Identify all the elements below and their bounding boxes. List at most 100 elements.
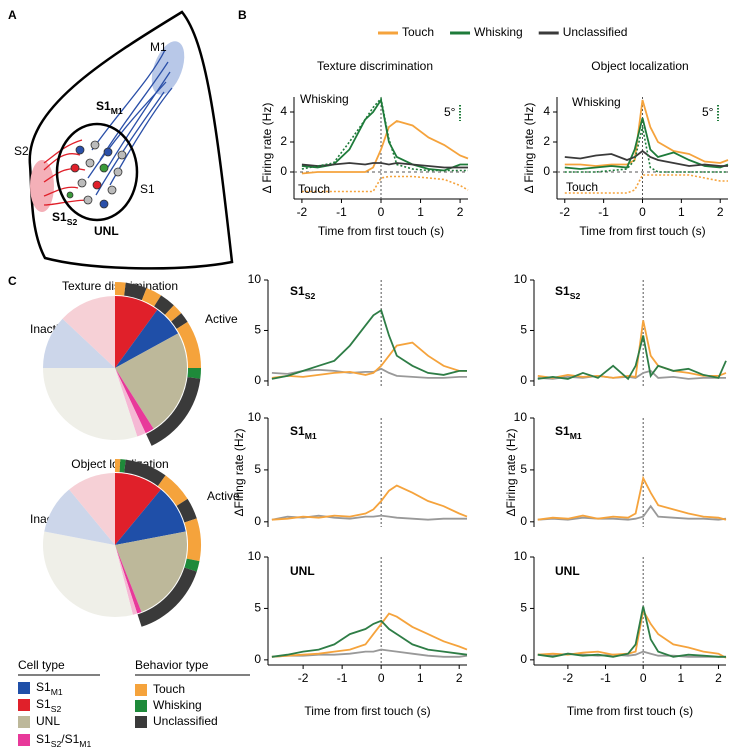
y-tick-label: 5 [254, 601, 261, 615]
behavior-ring-segment [176, 321, 201, 368]
y-axis-label: Δ Firing rate (Hz) [522, 103, 536, 194]
active-label: Active [205, 312, 238, 326]
behavior-ring-segment [176, 498, 197, 523]
x-axis-label: Time from first touch (s) [567, 704, 693, 718]
subscript: M1 [570, 431, 582, 441]
behavior-ring-segment [124, 459, 166, 486]
series-line [271, 484, 468, 521]
chart-label: S1M1 [290, 424, 317, 441]
y-tick-label: 2 [280, 134, 287, 148]
region-label: S1S2 [52, 210, 77, 227]
region-label: S1M1 [96, 99, 123, 116]
y-tick-label: 5 [520, 601, 527, 615]
text-part: UNL [94, 224, 119, 238]
chart-label: S1S2 [290, 284, 315, 301]
x-axis-label: Time from first touch (s) [304, 704, 430, 718]
subscript: M1 [79, 739, 91, 749]
panel-label: C [8, 274, 17, 288]
series-line [271, 341, 467, 379]
legend-label: Whisking [474, 25, 523, 39]
legend-label: Touch [153, 682, 185, 696]
y-tick-label: 0 [520, 373, 527, 387]
legend-title: Behavior type [135, 658, 209, 672]
text-part: /S1 [61, 732, 79, 746]
series-line [537, 320, 727, 379]
text-part: S1 [140, 182, 155, 196]
annotation: Touch [566, 180, 598, 194]
y-tick-label: 5 [520, 462, 527, 476]
behavior-ring-segment [164, 305, 182, 322]
x-tick-label: 1 [678, 205, 685, 219]
legend-swatch [135, 700, 147, 712]
panel-label: A [8, 8, 17, 22]
text-part: S1 [36, 732, 51, 746]
text-part: S2 [14, 144, 29, 158]
text-part: M1 [150, 40, 167, 54]
x-tick-label: 2 [456, 671, 463, 685]
y-tick-label: 5 [254, 323, 261, 337]
subscript: M1 [51, 687, 63, 697]
legend-swatch [18, 682, 30, 694]
behavior-ring-segment [187, 368, 201, 379]
active-slice [115, 309, 179, 368]
behavior-ring-segment [115, 282, 126, 296]
legend-label: S1S2/S1M1 [36, 732, 91, 749]
subscript: M1 [111, 106, 123, 116]
series-line [537, 606, 726, 658]
subscript: S2 [570, 291, 581, 301]
y-tick-label: 10 [248, 410, 262, 424]
x-tick-label: -2 [559, 205, 570, 219]
series-line [301, 162, 468, 169]
x-tick-label: 0 [640, 671, 647, 685]
inactive-slice [69, 473, 115, 545]
inactive-slice [43, 531, 133, 617]
panel-label: B [238, 8, 247, 22]
text-part: S1 [555, 424, 570, 438]
dotted-trace [301, 96, 468, 172]
x-tick-label: -2 [298, 671, 309, 685]
series-line [301, 120, 469, 175]
text-part: S1 [555, 284, 570, 298]
y-tick-label: 10 [248, 549, 262, 563]
active-slice [115, 368, 154, 434]
chart-label: S1M1 [555, 424, 582, 441]
legend-label: Whisking [153, 698, 202, 712]
annotation: Whisking [572, 95, 621, 109]
legend-label: Touch [402, 25, 434, 39]
legend-label: Unclassified [563, 25, 628, 39]
inactive-slice [43, 318, 115, 368]
legend-label: S1M1 [36, 680, 63, 697]
behavior-ring-segment [137, 567, 197, 627]
dotted-trace [564, 126, 728, 173]
behavior-ring-segment [115, 459, 121, 473]
y-tick-label: 10 [514, 410, 528, 424]
text-part: UNL [555, 564, 580, 578]
behavior-ring-segment [184, 518, 201, 562]
legend-swatch [18, 734, 30, 746]
brain-outline [28, 10, 234, 270]
y-tick-label: 10 [248, 272, 262, 286]
series-line [537, 369, 726, 380]
subscript: S2 [305, 291, 316, 301]
y-tick-label: 4 [543, 104, 550, 118]
legend-swatch [135, 684, 147, 696]
y-tick-label: 0 [520, 652, 527, 666]
x-tick-label: 2 [457, 205, 464, 219]
x-tick-label: -1 [598, 205, 609, 219]
cell-dots [66, 140, 127, 209]
x-tick-label: 2 [715, 671, 722, 685]
inactive-slice [115, 545, 138, 615]
annotation: 5° [444, 105, 456, 119]
subscript: S2 [67, 217, 78, 227]
behavior-ring-segment [171, 313, 188, 329]
annotation: Touch [298, 182, 330, 196]
active-slice [115, 333, 187, 429]
y-tick-label: 2 [543, 134, 550, 148]
series-line [271, 612, 468, 658]
region-label: S2 [14, 144, 29, 158]
text-part: UNL [290, 564, 315, 578]
x-tick-label: 0 [378, 671, 385, 685]
chart-title: Texture discrimination [317, 59, 433, 73]
subscript: S2 [51, 739, 62, 749]
